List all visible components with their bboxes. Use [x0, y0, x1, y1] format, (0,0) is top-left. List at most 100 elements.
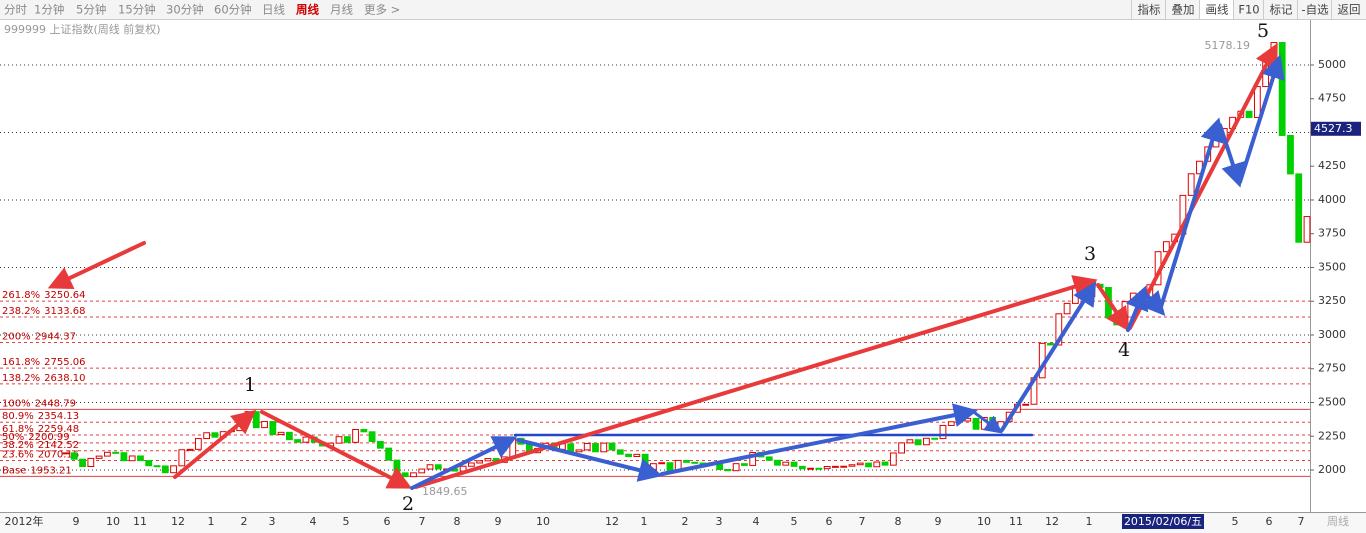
tool-button[interactable]: 叠加 [1172, 3, 1195, 17]
candle [1129, 292, 1137, 303]
period-tab[interactable]: 60分钟 [214, 3, 252, 17]
period-tab[interactable]: 分时 [4, 3, 27, 17]
candle [467, 462, 475, 467]
y-tick-label: 2750 [1318, 362, 1346, 375]
x-label: 5 [343, 515, 350, 528]
tool-button[interactable]: -自选 [1301, 3, 1329, 17]
candle [633, 453, 641, 458]
candle [95, 455, 103, 459]
fib-pct: 138.2% [2, 373, 40, 384]
candle [807, 467, 814, 470]
candle [898, 442, 906, 454]
y-tick-label: 5000 [1318, 58, 1346, 71]
candle [774, 459, 781, 466]
high-mark: 5178.19 [1205, 39, 1251, 52]
tool-button[interactable]: 返回 [1338, 3, 1361, 17]
candle [161, 465, 169, 474]
x-label: 12 [1045, 515, 1059, 528]
candle [62, 452, 70, 455]
last-price-label: 4527.3 [1314, 122, 1353, 135]
candle [873, 461, 881, 468]
candle [749, 451, 757, 466]
candle [798, 465, 806, 470]
period-tab[interactable]: 30分钟 [166, 3, 204, 17]
tool-button[interactable]: F10 [1238, 3, 1259, 17]
candle [923, 437, 930, 446]
x-label: 2012年 [5, 514, 44, 528]
tool-active-bg [1200, 0, 1234, 19]
candle [575, 449, 583, 453]
x-label: 7 [1298, 515, 1305, 528]
fib-value: 2638.10 [44, 373, 85, 384]
period-tab[interactable]: 周线 [296, 3, 319, 17]
candle [881, 461, 889, 466]
candle [691, 461, 699, 464]
x-label: 4 [753, 515, 760, 528]
candle [856, 462, 864, 466]
candle [269, 421, 277, 436]
candle [1287, 134, 1294, 175]
x-label: 6 [384, 515, 391, 528]
candle [947, 421, 955, 426]
candle [137, 455, 144, 462]
candle [385, 447, 393, 461]
candle [1295, 173, 1303, 243]
wave-label: 5 [1257, 20, 1269, 42]
drawn-arrows [47, 42, 1285, 490]
period-tab[interactable]: 日线 [262, 3, 285, 17]
candle [782, 461, 790, 466]
period-tab[interactable]: 1分钟 [34, 3, 64, 17]
candle [401, 472, 409, 478]
x-label: 1 [1086, 515, 1093, 528]
candle [641, 453, 649, 470]
candle [393, 459, 401, 474]
candle [1245, 110, 1253, 118]
candle [145, 460, 153, 467]
x-label: 12 [605, 515, 619, 528]
candle [434, 464, 442, 470]
candle [418, 468, 426, 474]
fib-value: 2070.16 [38, 450, 79, 461]
x-label: 1 [208, 515, 215, 528]
period-tab[interactable]: 5分钟 [76, 3, 106, 17]
candle [120, 452, 128, 462]
period-tab[interactable]: 15分钟 [118, 3, 156, 17]
fib-pct: 100% [2, 398, 31, 409]
candle [1278, 42, 1286, 136]
x-label: 8 [895, 515, 902, 528]
period-tab[interactable]: 更多 > [364, 3, 400, 17]
candle [823, 465, 831, 470]
x-label: 9 [73, 515, 80, 528]
x-cursor-label: 2015/02/06/五 [1124, 515, 1202, 528]
x-label: 8 [454, 515, 461, 528]
period-tab[interactable]: 月线 [330, 3, 353, 17]
candle [1253, 86, 1261, 118]
fib-pct: 38.2% [2, 440, 34, 451]
candle [583, 443, 591, 451]
candle [302, 436, 310, 443]
x-label: 3 [716, 515, 723, 528]
candle [103, 451, 111, 457]
candle [410, 472, 417, 478]
x-label: 4 [310, 515, 317, 528]
x-label: 6 [1266, 515, 1273, 528]
tool-button[interactable]: 画线 [1206, 3, 1229, 17]
wave-label: 3 [1084, 243, 1096, 265]
candle [815, 467, 823, 470]
candle [426, 464, 434, 470]
candle [683, 459, 690, 463]
candle [790, 461, 798, 467]
tool-button[interactable]: 标记 [1270, 3, 1293, 17]
low-mark: 1849.65 [422, 485, 468, 498]
candle [1063, 302, 1071, 315]
candle [1071, 287, 1079, 304]
fib-value: 2142.52 [38, 440, 79, 451]
fib-pct: 238.2% [2, 306, 40, 317]
candle [294, 439, 302, 443]
fib-value: 2200.99 [28, 432, 69, 443]
fib-value: 2448.79 [35, 398, 76, 409]
y-tick-label: 2000 [1318, 463, 1346, 476]
tool-button[interactable]: 指标 [1138, 3, 1161, 17]
toolbar-bg [0, 0, 1366, 19]
fib-pct: 161.8% [2, 357, 40, 368]
